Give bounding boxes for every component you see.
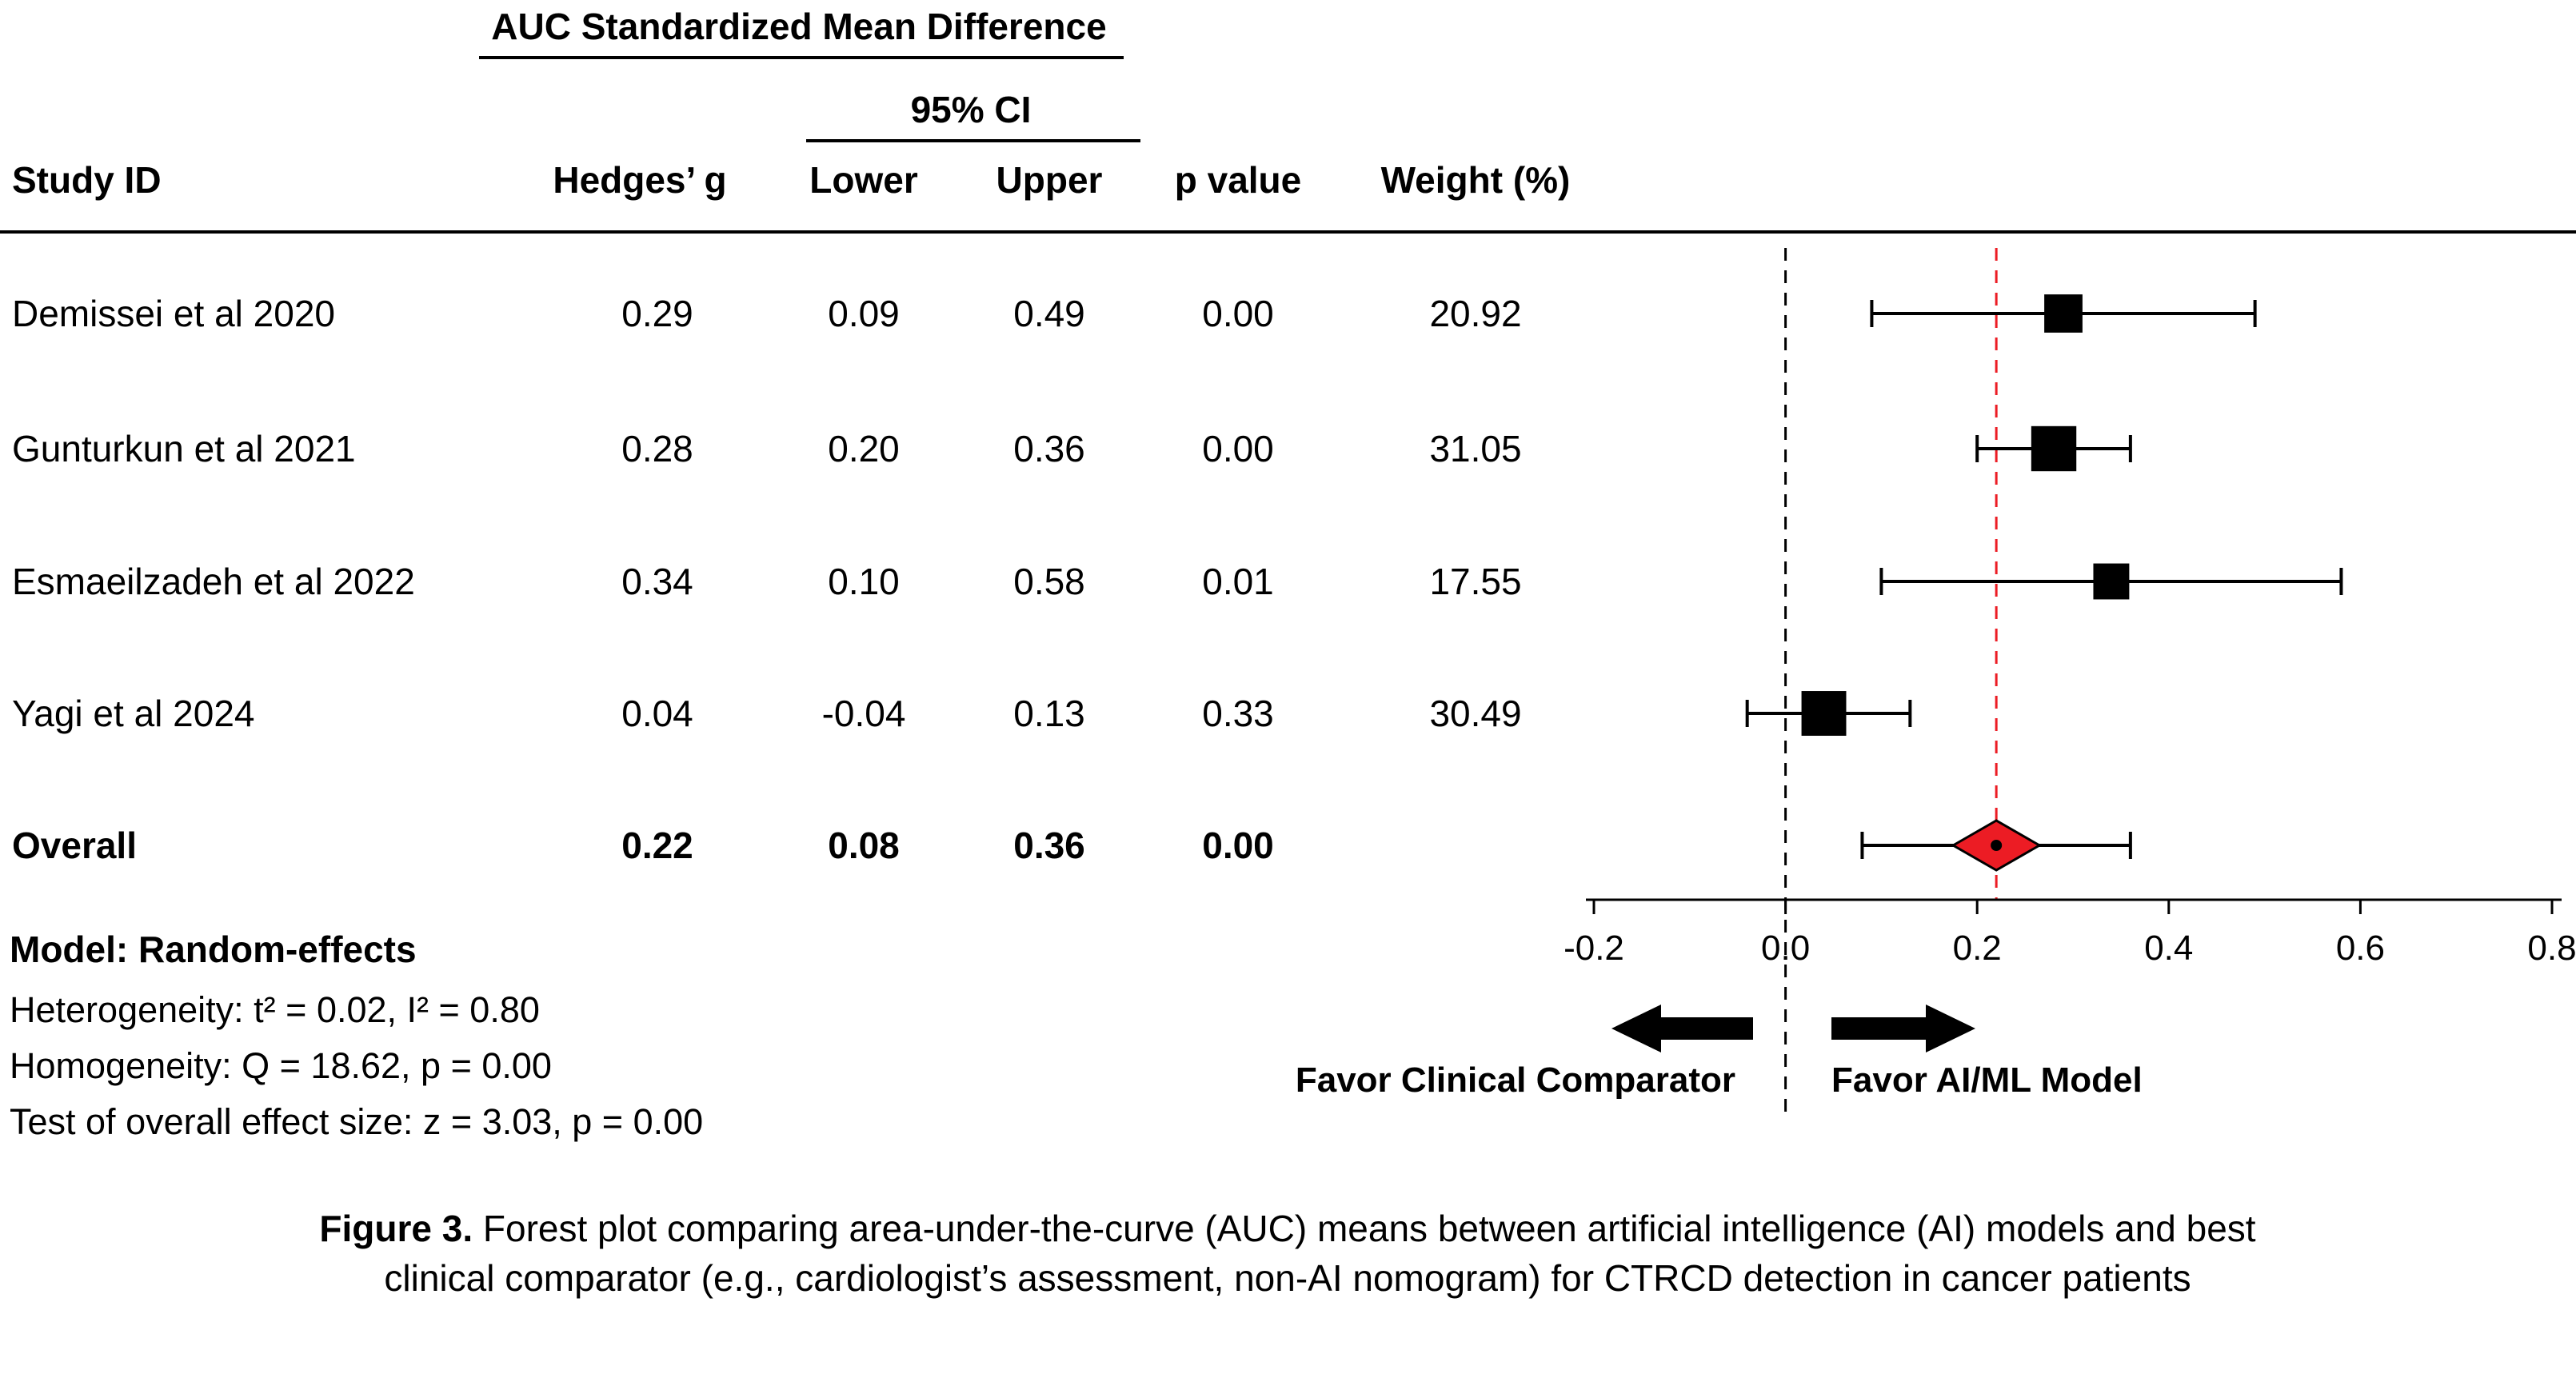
x-tick-label: 0.8 [2527, 929, 2576, 968]
study-name: Overall [12, 825, 137, 866]
study-row: Gunturkun et al 2021 0.28 0.20 0.36 0.00… [0, 415, 1592, 482]
study-name: Yagi et al 2024 [12, 693, 255, 734]
figure-caption-text: Forest plot comparing area-under-the-cur… [384, 1208, 2256, 1299]
x-tick-label: -0.2 [1564, 929, 1624, 968]
overall-effect-line: Test of overall effect size: z = 3.03, p… [10, 1101, 704, 1142]
x-tick-label: 0.4 [2144, 929, 2193, 968]
p-value: 0.00 [1202, 825, 1274, 866]
overall-diamond-center-dot [1991, 840, 2003, 851]
column-header-ci-upper: Upper [996, 159, 1103, 201]
ci-upper-value: 0.49 [1013, 293, 1085, 334]
ci-upper-value: 0.36 [1013, 825, 1085, 866]
hedges-g-value: 0.29 [621, 293, 693, 334]
effect-square [2093, 563, 2130, 600]
ci-lower-value: 0.10 [828, 561, 900, 602]
favor-right-arrow [1831, 1005, 1975, 1052]
column-header-ci-lower: Lower [809, 159, 918, 201]
weight-value: 17.55 [1429, 561, 1522, 602]
p-value: 0.00 [1202, 428, 1274, 469]
study-row: Demissei et al 2020 0.29 0.09 0.49 0.00 … [0, 280, 1592, 347]
x-tick-label: 0.2 [1953, 929, 2002, 968]
column-header-p-value: p value [1174, 159, 1302, 201]
column-header-study-id: Study ID [12, 159, 162, 201]
hedges-g-value: 0.34 [621, 561, 693, 602]
x-tick-label: 0.6 [2336, 929, 2385, 968]
ci-header-underline [806, 139, 1140, 142]
header-rule [0, 230, 2576, 234]
study-row: Yagi et al 2024 0.04 -0.04 0.13 0.33 30.… [0, 680, 1592, 747]
study-name: Gunturkun et al 2021 [12, 428, 356, 469]
hedges-g-value: 0.22 [621, 825, 693, 866]
homogeneity-line: Homogeneity: Q = 18.62, p = 0.00 [10, 1045, 552, 1086]
weight-value: 30.49 [1429, 693, 1522, 734]
ci-lower-value: 0.09 [828, 293, 900, 334]
favor-right-label: Favor AI/ML Model [1831, 1060, 2143, 1100]
overall-row: Overall 0.22 0.08 0.36 0.00 [0, 812, 1592, 879]
hedges-g-value: 0.04 [621, 693, 693, 734]
figure-caption: Figure 3. Forest plot comparing area-und… [264, 1204, 2311, 1303]
ci-header: 95% CI [910, 89, 1032, 130]
weight-value: 20.92 [1429, 293, 1522, 334]
study-name: Esmaeilzadeh et al 2022 [12, 561, 415, 602]
study-row: Esmaeilzadeh et al 2022 0.34 0.10 0.58 0… [0, 548, 1592, 615]
hedges-g-value: 0.28 [621, 428, 693, 469]
p-value: 0.33 [1202, 693, 1274, 734]
column-header-weight: Weight (%) [1380, 159, 1571, 201]
ci-upper-value: 0.36 [1013, 428, 1085, 469]
figure-caption-label: Figure 3. [319, 1208, 473, 1249]
ci-upper-value: 0.13 [1013, 693, 1085, 734]
ci-lower-value: -0.04 [821, 693, 906, 734]
ci-upper-value: 0.58 [1013, 561, 1085, 602]
x-tick-label: 0.0 [1761, 929, 1810, 968]
model-line: Model: Random-effects [10, 929, 417, 970]
p-value: 0.00 [1202, 293, 1274, 334]
effect-square [1801, 691, 1847, 736]
ci-lower-value: 0.08 [828, 825, 900, 866]
ci-lower-value: 0.20 [828, 428, 900, 469]
effect-square [2031, 425, 2077, 472]
effect-square [2044, 294, 2083, 333]
column-group-title: AUC Standardized Mean Difference [491, 6, 1107, 47]
favor-left-arrow [1611, 1005, 1753, 1052]
group-title-underline [479, 56, 1124, 59]
weight-value: 31.05 [1429, 428, 1522, 469]
p-value: 0.01 [1202, 561, 1274, 602]
heterogeneity-line: Heterogeneity: t² = 0.02, I² = 0.80 [10, 989, 540, 1030]
column-header-hedges-g: Hedges’ g [553, 159, 727, 201]
study-name: Demissei et al 2020 [12, 293, 335, 334]
favor-left-label: Favor Clinical Comparator [1295, 1060, 1735, 1100]
